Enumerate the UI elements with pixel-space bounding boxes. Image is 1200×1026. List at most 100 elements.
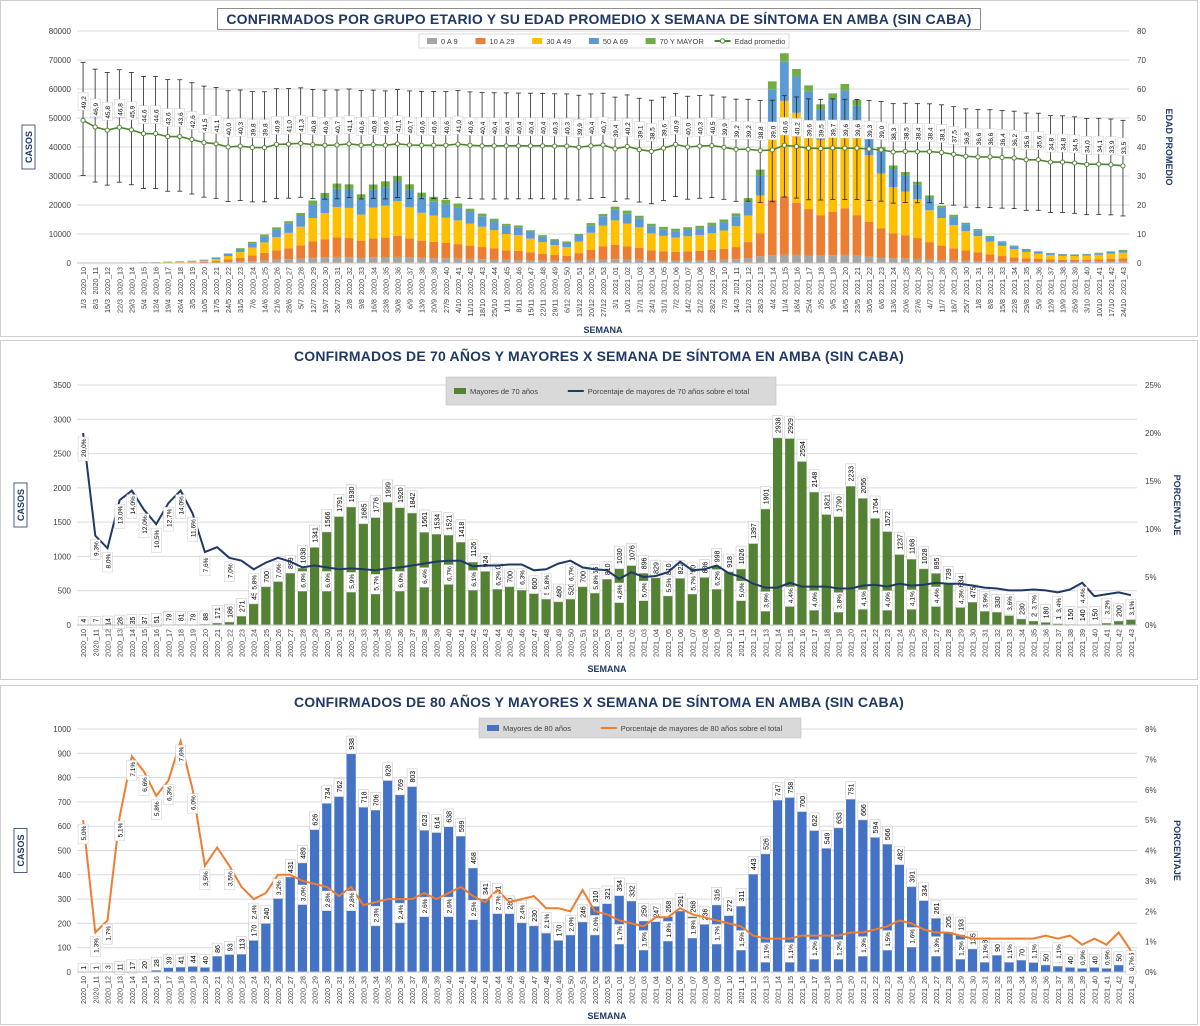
avg-age-text: 40,0: [686, 122, 693, 135]
avg-age-label: 39,6: [804, 120, 814, 138]
x-week-label: 2021_39: [1071, 267, 1080, 295]
x-date-label: 1/8: [974, 299, 983, 309]
x-week-label: 2020_40: [442, 267, 451, 295]
line-marker: [178, 134, 182, 138]
legend-label: 10 A 29: [490, 37, 515, 46]
bar-segment: [732, 213, 741, 216]
bar-value-label: 1397: [748, 521, 758, 543]
y-tick-label: 400: [58, 871, 72, 880]
bar: [395, 785, 404, 972]
pct-text: 1,6%: [910, 929, 917, 944]
bar-segment: [913, 238, 922, 259]
x-date-label: 12/7: [309, 299, 318, 313]
avg-age-label: 40,4: [525, 118, 535, 136]
bar-value-label: 1930: [346, 485, 356, 507]
pct-text: 11,6%: [191, 519, 198, 537]
avg-age-text: 34,8: [1048, 138, 1055, 151]
x-week-label: 2021_31: [974, 267, 983, 295]
line-marker: [964, 154, 968, 158]
x-week-label: 2020_46: [518, 629, 527, 657]
bar-segment: [913, 199, 922, 238]
avg-age-text: 34,1: [1097, 140, 1104, 153]
x-week-label: 2021_24: [895, 629, 904, 657]
x-week-label: 2020_19: [188, 267, 197, 295]
x-week-label: 2020_53: [603, 629, 612, 657]
x-date-label: 16/8: [369, 299, 378, 313]
avg-age-text: 40,7: [335, 120, 342, 133]
bar-segment: [369, 208, 378, 239]
x-week-label: 2021_15: [780, 267, 789, 295]
y2-axis-title-text: PORCENTAJE: [1172, 475, 1182, 536]
bar-segment: [587, 233, 596, 250]
x-week-label: 2020_26: [274, 976, 283, 1004]
bar-value-text: 11: [118, 963, 125, 970]
pct-label: 4,1%: [858, 590, 868, 610]
pct-label: 1,1%: [980, 943, 990, 963]
bar-segment: [744, 215, 753, 242]
x-date-label: 18/7: [950, 299, 959, 313]
line-marker: [93, 125, 97, 129]
avg-age-text: 39,9: [577, 123, 584, 136]
pct-text: 5,8%: [544, 575, 551, 590]
bar-segment: [611, 259, 620, 263]
bar-value-label: 700: [505, 569, 515, 587]
x-week-label: 2021_42: [1115, 976, 1124, 1004]
bar-segment: [514, 235, 523, 251]
chart-panel-age-groups: CONFIRMADOS POR GRUPO ETARIO Y SU EDAD P…: [0, 0, 1198, 337]
line-marker: [311, 143, 315, 147]
x-date-label: 22/8: [1010, 299, 1019, 313]
line-marker: [528, 144, 532, 148]
bar: [322, 794, 331, 972]
y-axis-title: CASOS: [22, 125, 35, 169]
bar-value-label: 700: [261, 569, 271, 587]
bar-value-label: 1: [90, 964, 100, 973]
x-week-label: 2021_13: [761, 629, 770, 657]
bar-segment: [417, 258, 426, 263]
x-date-label: 27/12: [599, 299, 608, 317]
x-week-label: 2021_26: [920, 629, 929, 657]
bar-segment: [478, 259, 487, 263]
avg-age-label: 41,3: [296, 115, 306, 133]
x-week-label: 2021_13: [756, 267, 765, 295]
pct-label: 1,3%: [931, 937, 941, 957]
x-week-label: 2020_46: [518, 976, 527, 1004]
x-week-label: 2021_21: [859, 976, 868, 1004]
y-axis-title: CASOS: [14, 829, 27, 873]
bar-value-text: 1764: [873, 498, 880, 514]
line-marker: [153, 132, 157, 136]
bar-value-text: 79: [166, 613, 173, 621]
avg-age-label: 46,8: [114, 99, 124, 117]
pct-text: 4,0%: [885, 592, 892, 607]
x-week-label: 2020_32: [347, 629, 356, 657]
bar-segment: [478, 214, 487, 217]
avg-age-text: 38,1: [940, 128, 947, 141]
bar-segment: [780, 197, 789, 255]
x-week-label: 2021_30: [969, 976, 978, 1004]
line-marker: [395, 142, 399, 146]
bar-value-text: 1521: [447, 515, 454, 531]
x-date-label: 2/5: [817, 299, 826, 309]
bar-value-text: 311: [739, 890, 746, 901]
bar-segment: [1034, 252, 1043, 254]
bar-value-text: 28: [118, 617, 125, 625]
bar-segment: [635, 216, 644, 219]
bar-value-label: 482: [894, 847, 904, 865]
bar-segment: [1082, 260, 1091, 262]
y2-tick-label: 10%: [1145, 525, 1161, 534]
y-tick-label: 10000: [49, 230, 72, 239]
avg-age-text: 40,2: [794, 122, 801, 135]
avg-age-text: 40,3: [553, 122, 560, 135]
y2-axis-title: PORCENTAJE: [1172, 820, 1182, 881]
bar-value-label: 140: [1077, 607, 1087, 625]
pct-text: 3,9%: [763, 593, 770, 608]
x-week-label: 2020_29: [309, 267, 318, 295]
avg-age-text: 40,4: [504, 121, 511, 134]
avg-age-text: 33,5: [1121, 141, 1128, 154]
bar-segment: [454, 208, 463, 221]
chart-panel-over-80: CONFIRMADOS DE 80 AÑOS Y MAYORES X SEMAN…: [0, 685, 1198, 1025]
bar-segment: [429, 216, 438, 242]
line-marker: [468, 143, 472, 147]
bar-segment: [1082, 254, 1091, 255]
x-date-label: 9/8: [357, 299, 366, 309]
pct-text: 6,7%: [568, 566, 575, 581]
